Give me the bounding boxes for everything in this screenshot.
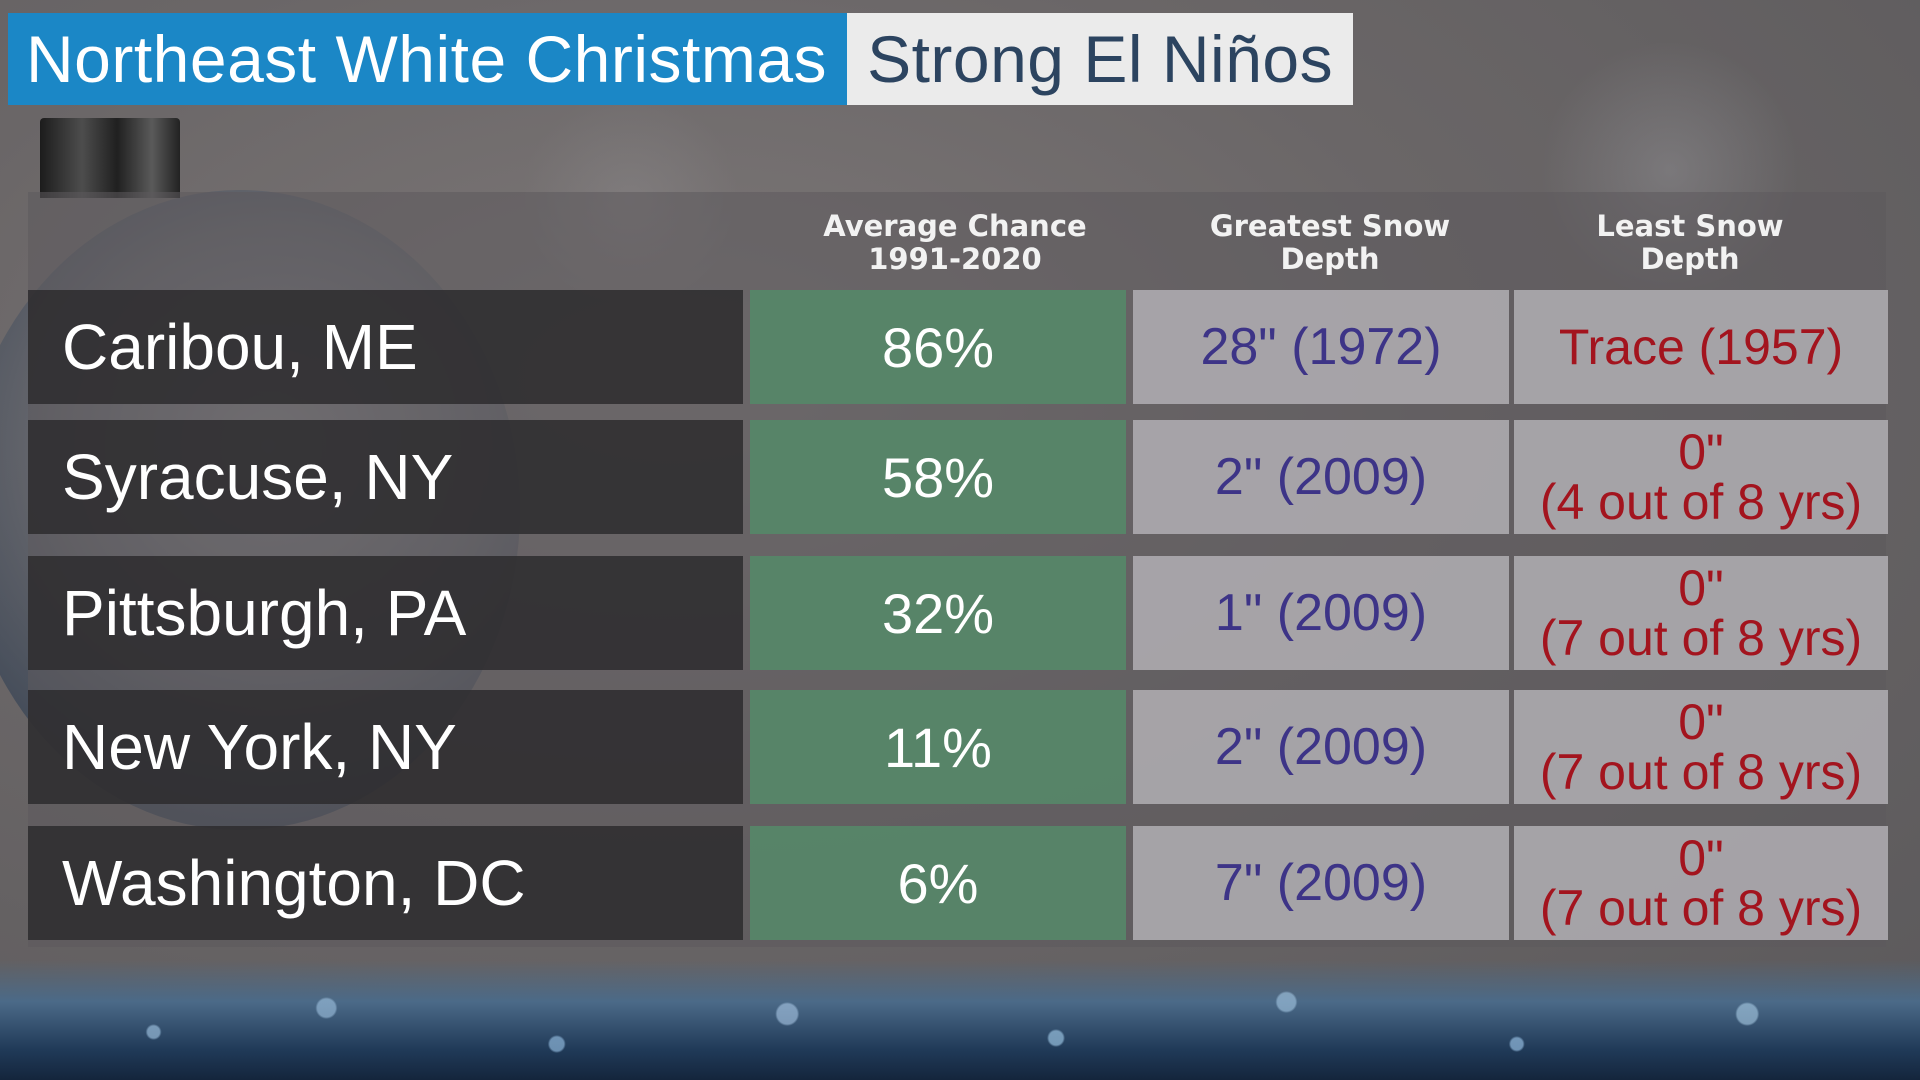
least-snow-depth-value: 0" — [1678, 830, 1724, 886]
city-label: New York, NY — [28, 690, 743, 804]
header-average-chance-line1: Average Chance — [823, 209, 1087, 243]
table-row: Pittsburgh, PA 32% 1" (2009) 0" (7 out of 8 … — [28, 556, 1888, 670]
average-chance-value: 86% — [750, 290, 1126, 404]
header-least-line2: Depth — [1640, 242, 1740, 276]
least-snow-depth-value: 0" — [1678, 694, 1724, 750]
least-snow-depth-value: (7 out of 8 yrs) — [1539, 880, 1863, 936]
header-greatest-line1: Greatest Snow — [1209, 209, 1451, 243]
title-bar: Northeast White Christmas Strong El Niño… — [8, 13, 1354, 105]
average-chance-value: 6% — [750, 826, 1126, 940]
table-row: Washington, DC 6% 7" (2009) 0" (7 out of 8 y… — [28, 826, 1888, 940]
greatest-snow-depth-value: 28" (1972) — [1133, 290, 1509, 404]
table-row: Syracuse, NY 58% 2" (2009) 0" (4 out of 8 yr… — [28, 420, 1888, 534]
greatest-snow-depth-value: 1" (2009) — [1133, 556, 1509, 670]
least-snow-depth-value: (4 out of 8 yrs) — [1539, 474, 1863, 530]
least-snow-depth-value: Trace (1957) — [1558, 319, 1844, 375]
least-snow-depth-cell: 0" (7 out of 8 yrs) — [1514, 826, 1888, 940]
table-row: New York, NY 11% 2" (2009) 0" (7 out of 8 yr… — [28, 690, 1888, 804]
header-average-chance: Average Chance 1991-2020 — [750, 208, 1160, 278]
table-row: Caribou, ME 86% 28" (1972) Trace (1957) — [28, 290, 1888, 404]
title: Northeast White Christmas — [8, 13, 848, 105]
header-greatest-snow-depth: Greatest Snow Depth — [1125, 208, 1535, 278]
average-chance-value: 32% — [750, 556, 1126, 670]
greatest-snow-depth-value: 2" (2009) — [1133, 420, 1509, 534]
subtitle: Strong El Niños — [847, 13, 1354, 105]
least-snow-depth-value: 0" — [1678, 560, 1724, 616]
average-chance-value: 58% — [750, 420, 1126, 534]
greatest-snow-depth-value: 2" (2009) — [1133, 690, 1509, 804]
city-label: Pittsburgh, PA — [28, 556, 743, 670]
header-greatest-line2: Depth — [1280, 242, 1380, 276]
city-label: Syracuse, NY — [28, 420, 743, 534]
city-label: Caribou, ME — [28, 290, 743, 404]
least-snow-depth-cell: 0" (7 out of 8 yrs) — [1514, 556, 1888, 670]
greatest-snow-depth-value: 7" (2009) — [1133, 826, 1509, 940]
header-least-snow-depth: Least Snow Depth — [1485, 208, 1895, 278]
least-snow-depth-value: (7 out of 8 yrs) — [1539, 744, 1863, 800]
average-chance-value: 11% — [750, 690, 1126, 804]
least-snow-depth-cell: Trace (1957) — [1514, 290, 1888, 404]
city-label: Washington, DC — [28, 826, 743, 940]
least-snow-depth-cell: 0" (4 out of 8 yrs) — [1514, 420, 1888, 534]
least-snow-depth-value: 0" — [1678, 424, 1724, 480]
header-least-line1: Least Snow — [1596, 209, 1784, 243]
ornament-cap — [40, 118, 180, 198]
least-snow-depth-value: (7 out of 8 yrs) — [1539, 610, 1863, 666]
glitter-ground — [0, 960, 1920, 1080]
least-snow-depth-cell: 0" (7 out of 8 yrs) — [1514, 690, 1888, 804]
header-average-chance-line2: 1991-2020 — [868, 242, 1042, 276]
